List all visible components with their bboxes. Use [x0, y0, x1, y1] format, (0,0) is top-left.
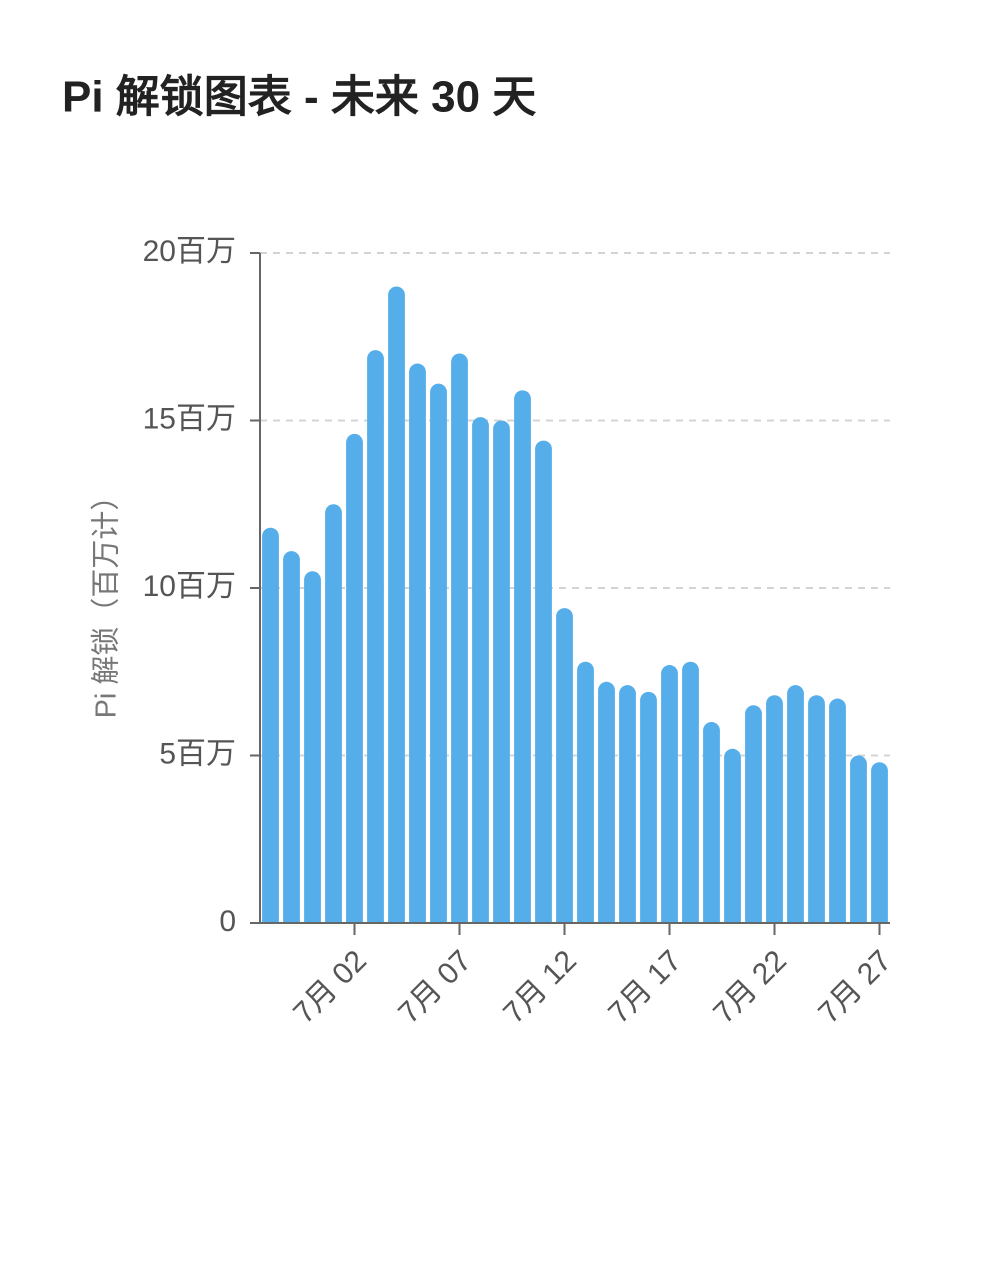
bar [283, 551, 300, 923]
bar [472, 417, 489, 923]
bar [346, 433, 363, 923]
bar [430, 383, 447, 923]
bar [703, 722, 720, 923]
bar [409, 363, 426, 923]
bar [325, 504, 342, 923]
bar [850, 755, 867, 923]
bar [304, 571, 321, 923]
y-axis-title: Pi 解锁（百万计） [90, 482, 123, 719]
y-tick-label: 5百万 [159, 737, 236, 770]
bar [682, 661, 699, 923]
bar [451, 353, 468, 923]
x-tick-label: 7月 22 [707, 944, 793, 1030]
grid [260, 252, 890, 757]
bar [640, 691, 657, 923]
x-tick-label: 7月 12 [497, 944, 583, 1030]
x-tick-label: 7月 17 [602, 944, 688, 1030]
y-tick-label: 15百万 [143, 402, 236, 435]
bar [535, 440, 552, 923]
bar [493, 420, 510, 923]
y-tick-label: 20百万 [143, 235, 236, 268]
chart-title: Pi 解锁图表 - 未来 30 天 [62, 73, 536, 122]
bar [514, 390, 531, 923]
bar [808, 695, 825, 923]
bar [829, 698, 846, 923]
bar [745, 705, 762, 923]
y-tick-label: 10百万 [143, 570, 236, 603]
bars [262, 286, 888, 923]
bar [388, 286, 405, 923]
x-tick-label: 7月 07 [392, 944, 478, 1030]
bar [871, 762, 888, 923]
bar [661, 665, 678, 923]
bar [766, 695, 783, 923]
bar [598, 681, 615, 923]
bar [724, 748, 741, 923]
bar [577, 661, 594, 923]
x-tick-label: 7月 02 [287, 944, 373, 1030]
bar [619, 685, 636, 923]
bar [556, 608, 573, 923]
x-tick-label: 7月 27 [812, 944, 898, 1030]
bar [367, 350, 384, 923]
y-tick-label: 0 [219, 905, 236, 938]
bar [787, 685, 804, 923]
bar [262, 527, 279, 923]
